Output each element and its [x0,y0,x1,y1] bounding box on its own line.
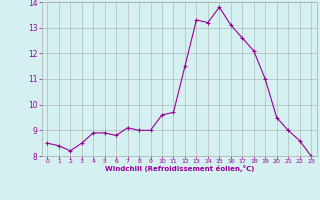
X-axis label: Windchill (Refroidissement éolien,°C): Windchill (Refroidissement éolien,°C) [105,165,254,172]
